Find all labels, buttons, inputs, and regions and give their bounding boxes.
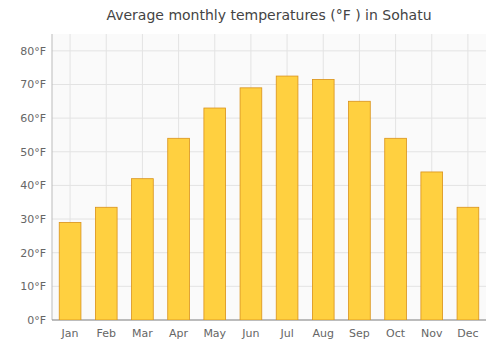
y-grid-line — [52, 151, 486, 152]
x-tick-label: Sep — [349, 327, 370, 340]
x-tick-label: Jul — [279, 327, 293, 340]
y-tick-label: 10°F — [20, 280, 46, 293]
y-tick-label: 0°F — [27, 314, 46, 327]
bar — [59, 222, 81, 320]
y-tick-label: 80°F — [20, 45, 46, 58]
bar — [204, 108, 226, 320]
x-tick-label: Jun — [241, 327, 259, 340]
bar — [421, 172, 443, 320]
y-tick-label: 20°F — [20, 247, 46, 260]
chart: 0°F 10°F 20°F 30°F 40°F 50°F 60°F 70°F 80°F Jan Fe… — [0, 0, 500, 350]
grid — [52, 34, 486, 320]
x-tick-label: May — [203, 327, 226, 340]
bars — [59, 76, 479, 320]
bar — [168, 138, 190, 320]
bar — [385, 138, 407, 320]
x-tick-label: Aug — [313, 327, 334, 340]
bar — [276, 76, 298, 320]
bar — [457, 207, 479, 320]
bar — [132, 179, 154, 320]
x-tick-label: Nov — [421, 327, 443, 340]
y-grid-line — [52, 84, 486, 85]
bar — [349, 101, 371, 320]
x-tick-label: Feb — [97, 327, 116, 340]
bar — [95, 207, 117, 320]
x-tick-label: Oct — [386, 327, 406, 340]
y-tick-label: 50°F — [20, 146, 46, 159]
y-tick-label: 30°F — [20, 213, 46, 226]
y-tick-label: 60°F — [20, 112, 46, 125]
plot-background — [52, 34, 486, 320]
title: Average monthly temperatures (°F ) in So… — [106, 7, 431, 23]
y-grid-line — [52, 118, 486, 119]
y-tick-label: 40°F — [20, 179, 46, 192]
x-tick-label: Jan — [61, 327, 79, 340]
y-tick-label: 70°F — [20, 78, 46, 91]
x-tick-label: Mar — [132, 327, 153, 340]
bar — [240, 88, 262, 320]
x-tick-label: Dec — [457, 327, 478, 340]
chart-container: 0°F 10°F 20°F 30°F 40°F 50°F 60°F 70°F 80°F Jan Fe… — [0, 0, 500, 350]
y-grid-line — [52, 50, 486, 51]
axes: 0°F 10°F 20°F 30°F 40°F 50°F 60°F 70°F 80°F Jan Fe… — [20, 34, 486, 340]
bar — [312, 79, 334, 320]
x-tick-label: Apr — [169, 327, 189, 340]
y-axis-line — [52, 34, 53, 320]
